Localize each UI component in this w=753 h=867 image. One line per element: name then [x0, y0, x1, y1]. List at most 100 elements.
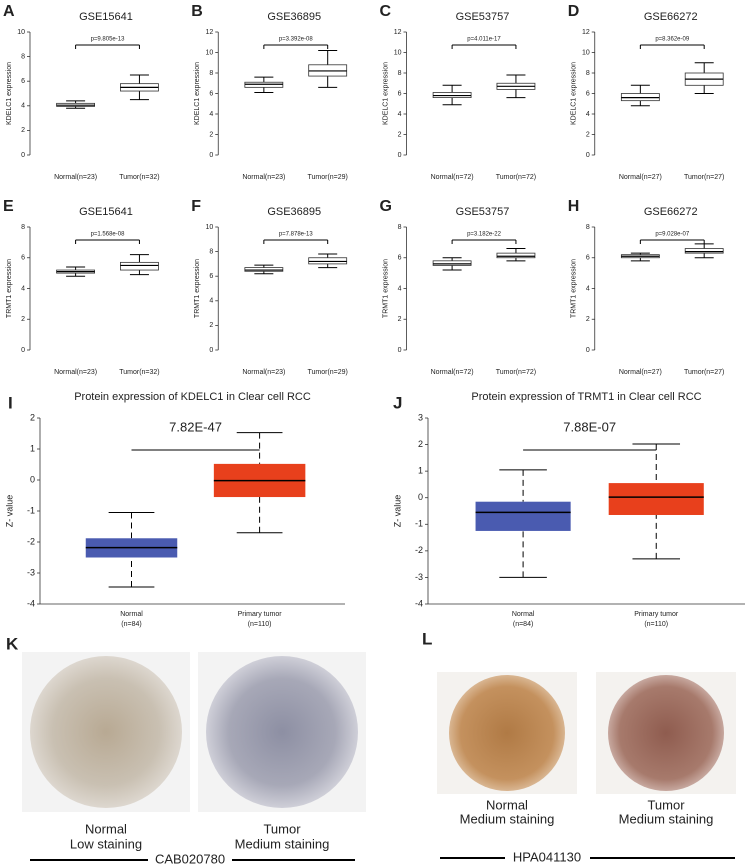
sample-count: (n=84) [121, 621, 141, 628]
chart-title: GSE66272 [644, 11, 698, 23]
tissue-image [608, 675, 724, 791]
box [475, 501, 571, 531]
y-tick-label: 4 [21, 285, 25, 292]
y-tick-label: 12 [582, 29, 590, 36]
y-tick-label: 10 [205, 49, 213, 56]
y-axis-label: Z- value [4, 495, 14, 528]
y-axis-label: TRMT1 expression [571, 259, 578, 318]
staining-level: Medium staining [619, 811, 714, 826]
x-tick-label: Normal(n=23) [54, 174, 97, 181]
p-value: p=1.568e-08 [91, 232, 126, 238]
y-tick-label: 6 [398, 90, 402, 97]
y-tick-label: 2 [586, 131, 590, 138]
y-tick-label: -1 [27, 505, 35, 515]
p-value: p=9.028e-07 [655, 232, 690, 238]
y-tick-label: 4 [209, 111, 213, 118]
image-caption: Tumor [647, 797, 685, 812]
x-tick-label: Normal(n=72) [431, 369, 474, 376]
y-tick-label: 4 [21, 103, 25, 110]
chart-title: GSE53757 [456, 206, 510, 218]
chart-title: GSE36895 [267, 11, 321, 23]
p-value: p=8.362e-09 [655, 37, 690, 43]
y-tick-label: 0 [21, 152, 25, 159]
panel-label: J [393, 393, 402, 412]
chart-title: GSE53757 [456, 11, 510, 23]
p-value: p=7.878e-13 [279, 232, 314, 238]
x-tick-label: Normal(n=23) [242, 174, 285, 181]
x-tick-label: Tumor(n=32) [119, 369, 159, 376]
y-tick-label: 4 [209, 298, 213, 305]
x-tick-label: Primary tumor [238, 611, 283, 618]
box [684, 248, 724, 254]
y-tick-label: 3 [418, 412, 423, 422]
y-tick-label: 4 [398, 285, 402, 292]
panel-label: B [191, 3, 203, 20]
y-tick-label: 2 [209, 322, 213, 329]
x-tick-label: Normal(n=27) [619, 174, 662, 181]
y-axis-label: TRMT1 expression [194, 259, 201, 318]
y-tick-label: 2 [30, 412, 35, 422]
x-tick-label: Normal(n=23) [54, 369, 97, 376]
y-tick-label: 2 [586, 316, 590, 323]
y-tick-label: 6 [586, 90, 590, 97]
x-tick-label: Primary tumor [634, 611, 679, 618]
image-caption: Normal [85, 821, 127, 836]
x-tick-label: Tumor(n=72) [496, 174, 536, 181]
panel-label: C [380, 3, 392, 20]
y-axis-label: KDELC1 expression [571, 62, 578, 125]
y-axis-label: KDELC1 expression [382, 62, 389, 125]
y-tick-label: 8 [398, 224, 402, 231]
panel-label: F [191, 198, 201, 215]
p-value: p=4.011e-17 [467, 37, 501, 43]
y-tick-label: 0 [209, 347, 213, 354]
y-axis-label: TRMT1 expression [6, 259, 13, 318]
panel-label: G [380, 198, 392, 215]
p-value: p=3.392e-08 [279, 37, 314, 43]
y-tick-label: 0 [21, 347, 25, 354]
chart-title: Protein expression of KDELC1 in Clear ce… [74, 391, 311, 403]
y-tick-label: 4 [398, 111, 402, 118]
chart-title: GSE66272 [644, 206, 698, 218]
y-tick-label: 2 [21, 127, 25, 134]
y-tick-label: 10 [205, 224, 213, 231]
panel-label: L [422, 629, 432, 648]
y-tick-label: 0 [209, 152, 213, 159]
y-tick-label: 8 [586, 224, 590, 231]
box [120, 261, 159, 271]
panel-label: E [3, 198, 14, 215]
y-axis-label: KDELC1 expression [194, 62, 201, 125]
y-tick-label: -1 [415, 519, 423, 529]
tissue-image [30, 656, 182, 808]
staining-level: Medium staining [460, 811, 555, 826]
y-tick-label: -2 [27, 536, 35, 546]
x-tick-label: Normal(n=72) [431, 174, 474, 181]
y-tick-label: 0 [398, 347, 402, 354]
p-value: 7.88E-07 [563, 419, 616, 434]
image-caption: Normal [486, 797, 528, 812]
y-tick-label: 2 [398, 131, 402, 138]
y-tick-label: 10 [582, 49, 590, 56]
y-tick-label: 10 [394, 49, 402, 56]
x-tick-label: Tumor(n=72) [496, 369, 536, 376]
x-tick-label: Tumor(n=29) [307, 369, 347, 376]
y-tick-label: 8 [586, 70, 590, 77]
y-tick-label: 2 [398, 316, 402, 323]
chart-title: GSE15641 [79, 206, 133, 218]
y-tick-label: 8 [21, 224, 25, 231]
y-tick-label: 2 [209, 131, 213, 138]
y-tick-label: 12 [394, 29, 402, 36]
y-tick-label: 12 [205, 29, 213, 36]
y-tick-label: -3 [415, 572, 423, 582]
y-tick-label: -4 [415, 598, 423, 608]
y-axis-label: Z- value [392, 495, 402, 528]
x-tick-label: Tumor(n=27) [684, 174, 724, 181]
y-tick-label: 0 [398, 152, 402, 159]
y-tick-label: 4 [586, 111, 590, 118]
panel-label: H [568, 198, 580, 215]
p-value: 7.82E-47 [169, 419, 222, 434]
sample-count: (n=84) [513, 621, 533, 628]
box [244, 267, 284, 272]
y-tick-label: 4 [586, 285, 590, 292]
y-tick-label: 8 [209, 248, 213, 255]
